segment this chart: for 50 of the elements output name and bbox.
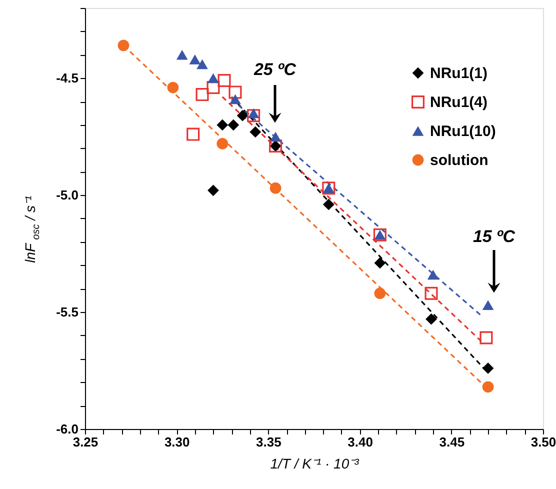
x-tick-label: 3.40 xyxy=(348,434,373,450)
legend-label: solution xyxy=(430,152,488,169)
point xyxy=(250,126,262,138)
point xyxy=(322,198,334,210)
legend-label: NRu1(4) xyxy=(430,94,488,111)
point xyxy=(236,110,248,122)
point xyxy=(248,108,260,118)
point xyxy=(176,50,188,60)
point xyxy=(228,86,242,99)
point xyxy=(218,74,231,88)
x-tick-label: 3.25 xyxy=(72,434,98,450)
point xyxy=(189,54,201,64)
y-tick-label: -6.0 xyxy=(56,422,78,436)
point xyxy=(247,109,260,122)
point xyxy=(216,119,228,131)
legend-label: NRu1(10) xyxy=(430,123,496,140)
y-tick-label: -5.5 xyxy=(56,304,78,320)
point xyxy=(374,257,386,269)
y-tick-label: -5.0 xyxy=(56,188,78,203)
annotation: 15 ºC xyxy=(472,227,516,246)
x-tick-label: 3.30 xyxy=(164,434,190,450)
point xyxy=(482,300,494,310)
point xyxy=(208,184,219,196)
point xyxy=(374,288,386,300)
x-tick-label: 3.45 xyxy=(439,434,465,450)
x-tick-label: 3.50 xyxy=(530,434,556,450)
point xyxy=(196,88,209,102)
point xyxy=(480,331,493,344)
y-axis-title: lnFosc / s⁻¹ xyxy=(22,196,42,263)
point xyxy=(482,362,494,374)
point xyxy=(270,132,282,142)
point xyxy=(208,73,219,84)
point xyxy=(196,59,208,70)
point xyxy=(482,381,494,393)
point xyxy=(270,182,282,194)
point xyxy=(228,119,240,131)
point xyxy=(167,82,179,94)
annotation: 25 ºC xyxy=(252,60,297,79)
point xyxy=(426,313,437,325)
point xyxy=(427,270,439,280)
x-axis-title: 1/T / K⁻¹ · 10⁻³ xyxy=(270,456,360,472)
point xyxy=(186,128,200,141)
x-tick-label: 3.35 xyxy=(256,434,282,450)
point xyxy=(206,81,220,94)
point xyxy=(230,94,241,104)
point xyxy=(424,286,438,300)
point xyxy=(118,40,130,52)
y-tick-label: -4.5 xyxy=(56,70,78,86)
point xyxy=(216,138,228,150)
legend-label: NRu1(1) xyxy=(430,65,488,82)
